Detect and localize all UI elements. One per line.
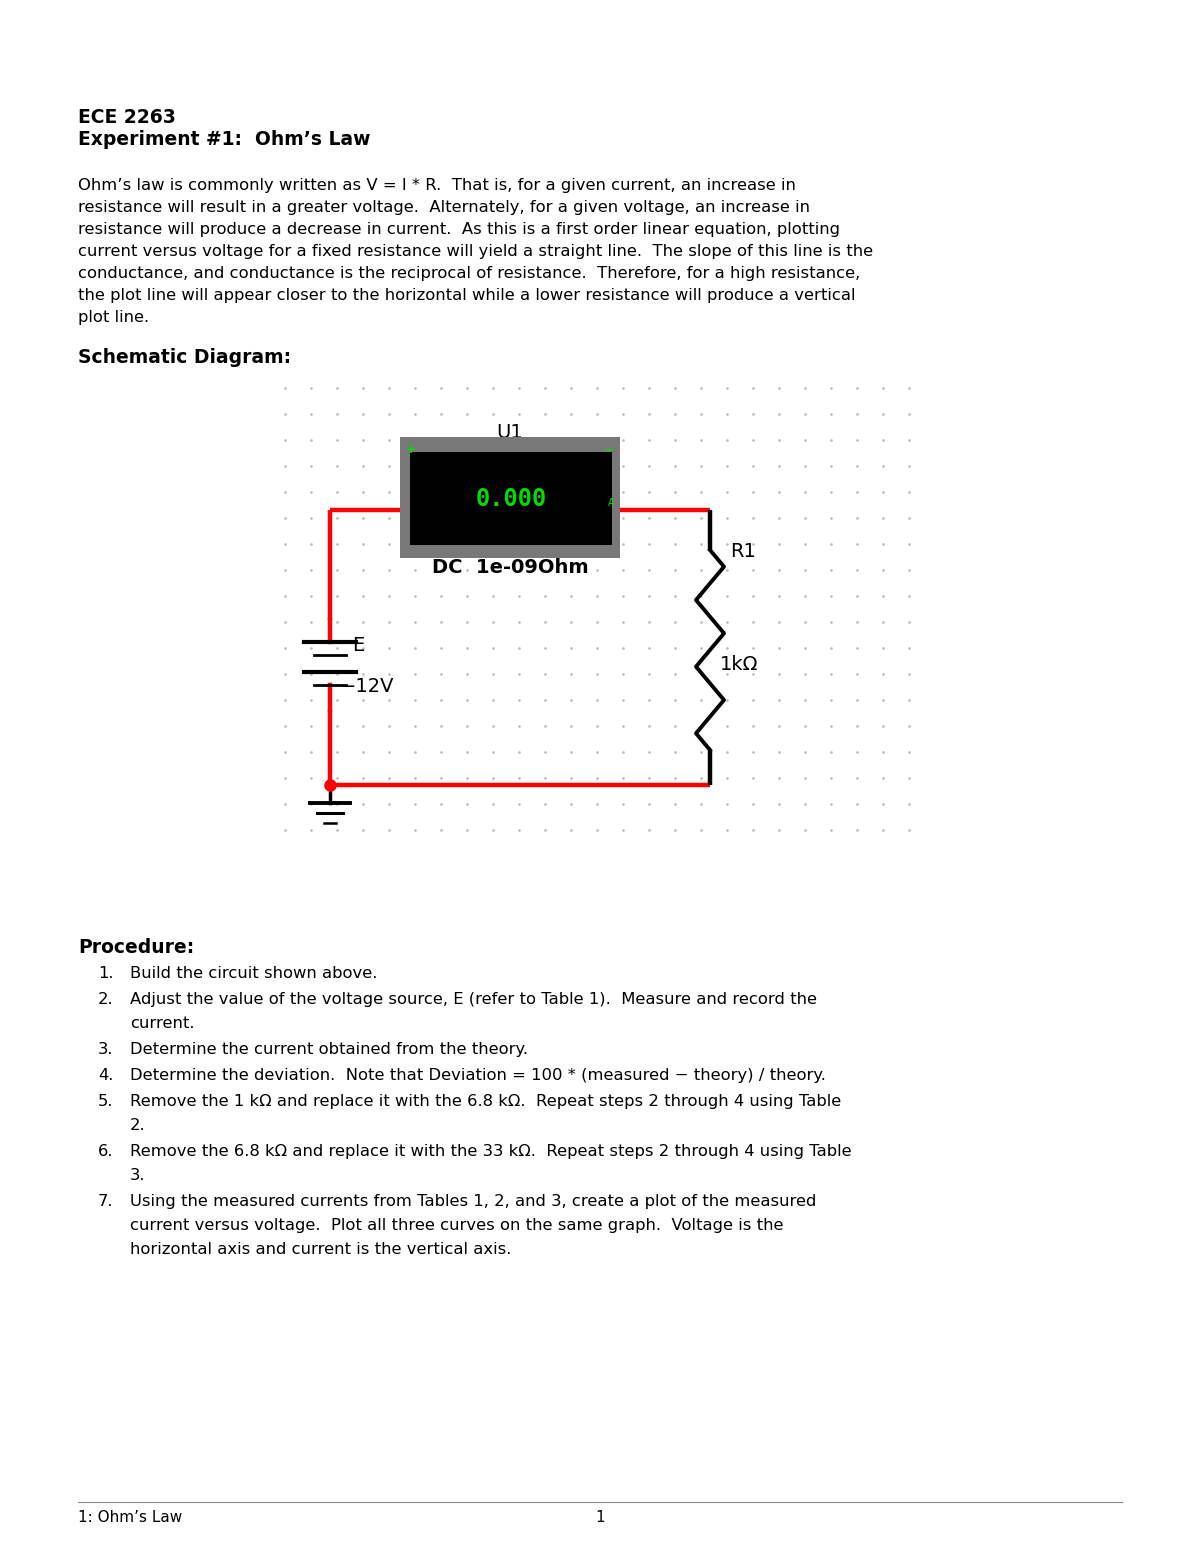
Text: current versus voltage.  Plot all three curves on the same graph.  Voltage is th: current versus voltage. Plot all three c… (130, 1218, 784, 1233)
Text: +: + (406, 443, 416, 457)
Text: Experiment #1:  Ohm’s Law: Experiment #1: Ohm’s Law (78, 130, 371, 149)
Text: 3.: 3. (130, 1168, 145, 1183)
Text: Schematic Diagram:: Schematic Diagram: (78, 348, 292, 367)
Text: U1: U1 (497, 422, 523, 443)
Text: Determine the current obtained from the theory.: Determine the current obtained from the … (130, 1042, 528, 1058)
Text: DC  1e-09Ohm: DC 1e-09Ohm (432, 558, 588, 578)
Text: 1kΩ: 1kΩ (720, 655, 758, 674)
Text: 1: Ohm’s Law: 1: Ohm’s Law (78, 1510, 182, 1525)
Text: 6.: 6. (98, 1145, 114, 1159)
Text: A: A (608, 497, 614, 508)
Text: Remove the 6.8 kΩ and replace it with the 33 kΩ.  Repeat steps 2 through 4 using: Remove the 6.8 kΩ and replace it with th… (130, 1145, 852, 1159)
Text: Remove the 1 kΩ and replace it with the 6.8 kΩ.  Repeat steps 2 through 4 using : Remove the 1 kΩ and replace it with the … (130, 1093, 841, 1109)
Text: 1.: 1. (98, 966, 114, 981)
Text: 4.: 4. (98, 1068, 113, 1082)
Text: Procedure:: Procedure: (78, 938, 194, 957)
Text: 5.: 5. (98, 1093, 114, 1109)
Text: the plot line will appear closer to the horizontal while a lower resistance will: the plot line will appear closer to the … (78, 287, 856, 303)
Text: Adjust the value of the voltage source, E (refer to Table 1).  Measure and recor: Adjust the value of the voltage source, … (130, 992, 817, 1006)
Bar (400, 436, 620, 558)
Text: Determine the deviation.  Note that Deviation = 100 * (measured − theory) / theo: Determine the deviation. Note that Devia… (130, 1068, 826, 1082)
Text: E: E (352, 637, 365, 655)
Text: 7.: 7. (98, 1194, 114, 1208)
Text: −: − (604, 443, 614, 457)
Text: Ohm’s law is commonly written as V = I * R.  That is, for a given current, an in: Ohm’s law is commonly written as V = I *… (78, 179, 796, 193)
Text: 0.000: 0.000 (475, 486, 547, 511)
Text: 2.: 2. (98, 992, 114, 1006)
Text: R1: R1 (730, 542, 756, 561)
Text: horizontal axis and current is the vertical axis.: horizontal axis and current is the verti… (130, 1242, 511, 1256)
Text: −12V: −12V (340, 677, 395, 696)
Text: ECE 2263: ECE 2263 (78, 109, 176, 127)
Text: resistance will produce a decrease in current.  As this is a first order linear : resistance will produce a decrease in cu… (78, 222, 840, 238)
Text: resistance will result in a greater voltage.  Alternately, for a given voltage, : resistance will result in a greater volt… (78, 200, 810, 214)
Bar (410, 452, 612, 545)
Text: 3.: 3. (98, 1042, 114, 1058)
Text: current.: current. (130, 1016, 194, 1031)
Text: conductance, and conductance is the reciprocal of resistance.  Therefore, for a : conductance, and conductance is the reci… (78, 266, 860, 281)
Text: plot line.: plot line. (78, 311, 149, 325)
Text: current versus voltage for a fixed resistance will yield a straight line.  The s: current versus voltage for a fixed resis… (78, 244, 874, 259)
Text: 2.: 2. (130, 1118, 145, 1134)
Text: Using the measured currents from Tables 1, 2, and 3, create a plot of the measur: Using the measured currents from Tables … (130, 1194, 816, 1208)
Text: Build the circuit shown above.: Build the circuit shown above. (130, 966, 377, 981)
Text: 1: 1 (595, 1510, 605, 1525)
